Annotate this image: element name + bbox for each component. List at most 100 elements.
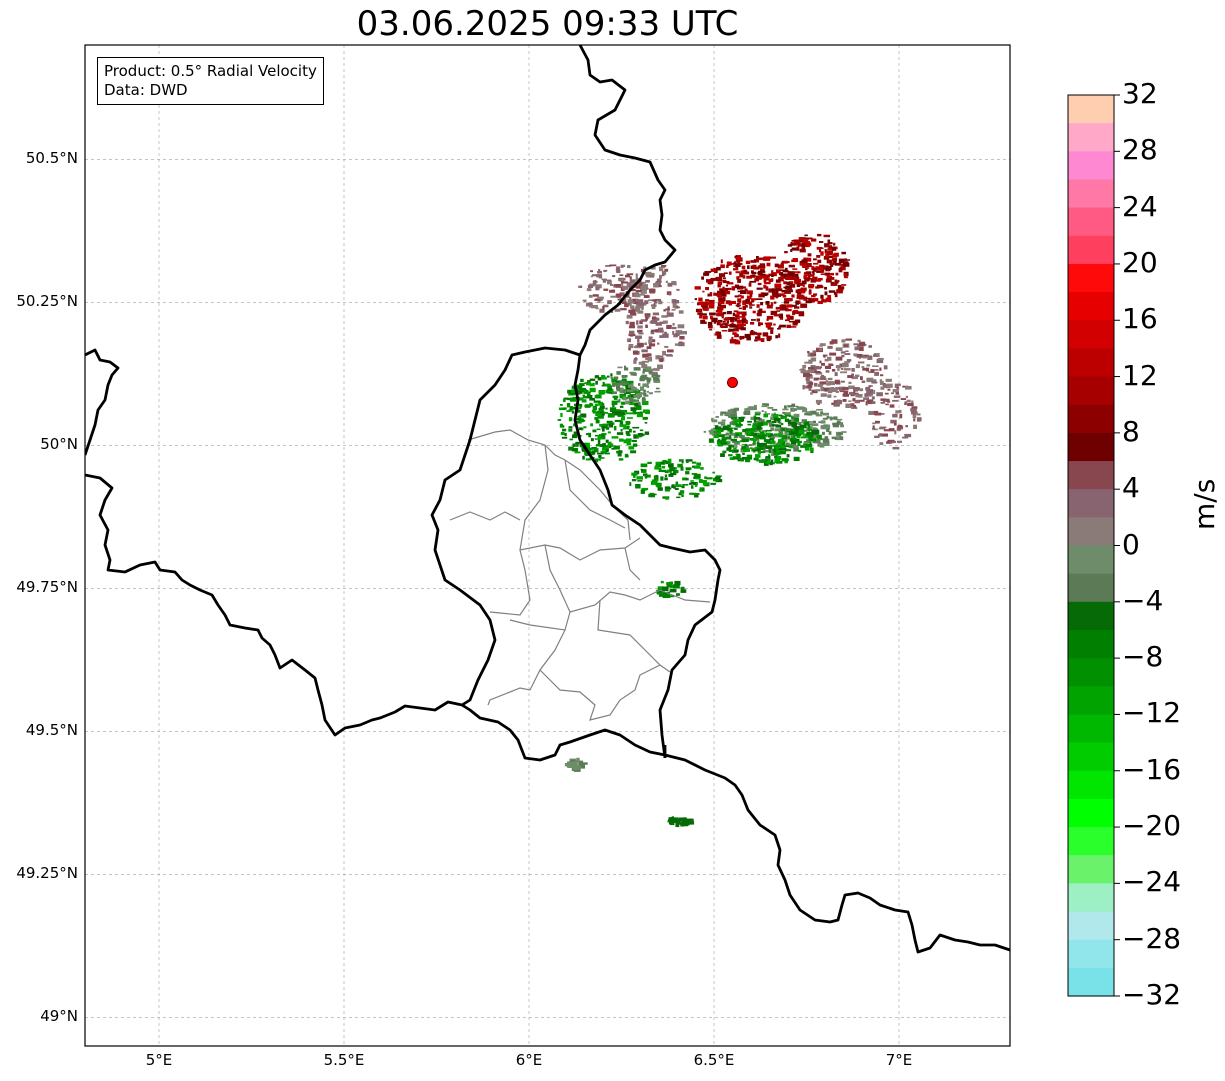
radar-echo-pixel — [735, 326, 743, 330]
colorbar-segment — [1068, 179, 1114, 209]
radar-echo-pixel — [736, 276, 740, 280]
radar-echo-pixel — [815, 266, 823, 271]
radar-echo-pixel — [779, 305, 783, 307]
radar-echo-pixel — [658, 300, 663, 305]
radar-echo-pixel — [641, 469, 647, 473]
radar-echo-pixel — [713, 478, 719, 482]
radar-echo-pixel — [850, 394, 855, 397]
radar-echo-pixel — [807, 412, 813, 416]
colorbar-segment — [1068, 517, 1114, 547]
radar-echo-pixel — [742, 301, 746, 306]
radar-echo-pixel — [629, 321, 635, 327]
radar-echo-pixel — [771, 459, 774, 463]
radar-echo-pixel — [833, 400, 836, 404]
radar-echo-pixel — [905, 386, 912, 390]
radar-echo-pixel — [715, 479, 723, 483]
radar-echo-pixel — [840, 351, 846, 354]
radar-echo-pixel — [872, 365, 879, 367]
radar-echo-pixel — [602, 423, 609, 427]
radar-echo-pixel — [800, 368, 805, 373]
radar-echo-pixel — [640, 319, 648, 322]
radar-echo-pixel — [630, 383, 634, 388]
radar-echo-pixel — [734, 419, 741, 423]
radar-echo-pixel — [787, 287, 792, 292]
radar-echo-pixel — [793, 447, 799, 452]
radar-echo-pixel — [874, 412, 882, 416]
radar-echo-pixel — [628, 397, 634, 401]
radar-echo-pixel — [621, 282, 624, 287]
radar-echo-pixel — [580, 378, 584, 383]
radar-echo-pixel — [745, 260, 751, 264]
radar-echo-pixel — [791, 247, 796, 251]
radar-echo-pixel — [779, 306, 787, 311]
radar-echo-pixel — [738, 301, 741, 305]
radar-echo-pixel — [779, 426, 783, 430]
radar-echo-pixel — [787, 436, 791, 438]
radar-echo-pixel — [820, 251, 824, 256]
radar-echo-pixel — [873, 389, 876, 395]
radar-echo-pixel — [890, 419, 897, 424]
radar-echo-pixel — [849, 391, 854, 395]
colorbar-segment — [1068, 320, 1114, 350]
radar-echo-pixel — [750, 330, 754, 333]
radar-echo-pixel — [559, 423, 563, 428]
radar-echo-pixel — [659, 268, 664, 272]
radar-echo-pixel — [666, 324, 672, 329]
radar-echo-pixel — [806, 432, 810, 436]
radar-echo-pixel — [560, 431, 565, 435]
radar-echo-pixel — [811, 238, 817, 242]
radar-echo-pixel — [646, 366, 652, 371]
radar-echo-pixel — [795, 300, 799, 305]
radar-echo-pixel — [604, 452, 610, 455]
radar-echo-pixel — [843, 261, 849, 264]
radar-echo-pixel — [906, 399, 911, 403]
radar-echo-pixel — [570, 397, 577, 402]
radar-echo-pixel — [810, 449, 814, 454]
radar-echo-pixel — [638, 282, 644, 287]
radar-echo-pixel — [724, 290, 731, 295]
radar-echo-pixel — [803, 441, 810, 443]
radar-echo-pixel — [623, 390, 631, 395]
radar-echo-pixel — [680, 589, 687, 593]
radar-echo-pixel — [762, 403, 768, 406]
radar-echo-pixel — [666, 355, 673, 357]
colorbar-tick-label: 4 — [1122, 471, 1140, 505]
radar-echo-pixel — [646, 346, 652, 349]
colorbar-segment — [1068, 629, 1114, 659]
radar-echo-pixel — [857, 353, 863, 358]
radar-echo-pixel — [803, 297, 808, 301]
radar-echo-pixel — [686, 818, 694, 822]
radar-echo-pixel — [773, 301, 777, 304]
radar-echo-pixel — [803, 275, 807, 279]
radar-echo-pixel — [771, 421, 777, 423]
radar-echo-pixel — [798, 422, 802, 426]
radar-echo-pixel — [672, 326, 677, 330]
radar-echo-pixel — [648, 392, 653, 394]
radar-site-marker — [727, 376, 738, 388]
radar-echo-pixel — [664, 331, 667, 334]
radar-echo-pixel — [855, 393, 859, 398]
radar-echo-pixel — [736, 407, 739, 410]
radar-echo-pixel — [602, 279, 606, 283]
radar-echo-pixel — [808, 289, 812, 292]
radar-echo-pixel — [798, 312, 805, 317]
radar-echo-pixel — [655, 464, 661, 467]
radar-echo-pixel — [832, 282, 838, 286]
radar-echo-pixel — [916, 413, 921, 416]
radar-echo-pixel — [620, 409, 628, 413]
radar-echo-pixel — [827, 248, 831, 250]
radar-echo-pixel — [796, 434, 801, 439]
colorbar-tick-label: 24 — [1122, 189, 1158, 223]
radar-echo-pixel — [827, 394, 832, 398]
radar-echo-pixel — [648, 339, 653, 344]
radar-echo-pixel — [743, 271, 750, 275]
radar-echo-pixel — [717, 283, 721, 288]
radar-echo-pixel — [819, 360, 822, 364]
radar-echo-pixel — [857, 344, 860, 349]
radar-echo-pixel — [635, 335, 642, 339]
radar-echo-pixel — [668, 819, 676, 822]
radar-echo-pixel — [717, 290, 723, 295]
radar-echo-pixel — [596, 274, 602, 278]
radar-echo-pixel — [828, 364, 834, 366]
radar-echo-pixel — [645, 324, 648, 328]
